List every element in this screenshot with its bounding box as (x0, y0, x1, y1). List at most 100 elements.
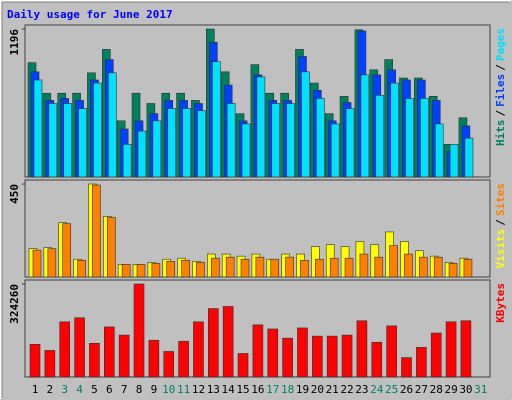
bar (133, 283, 145, 378)
bar (77, 259, 86, 278)
bar (104, 326, 115, 378)
bar (329, 257, 339, 278)
bar (78, 108, 87, 178)
bar (389, 245, 398, 278)
bar (196, 262, 205, 278)
legend-entry: Files (494, 74, 507, 107)
bar (59, 321, 71, 378)
legend-entry: KBytes (494, 283, 507, 323)
bar (330, 123, 340, 178)
bar (197, 110, 206, 178)
bar (374, 256, 384, 278)
bar (32, 249, 42, 278)
bar (271, 103, 281, 178)
x-tick-label: 5 (91, 383, 98, 396)
bar (401, 357, 412, 378)
bar (33, 79, 43, 178)
x-tick-label: 27 (415, 383, 428, 396)
bar (48, 103, 58, 178)
bar (312, 335, 323, 378)
x-tick-label: 3 (61, 383, 68, 396)
bar (241, 123, 251, 178)
bar (301, 71, 310, 178)
bar (222, 306, 234, 378)
bar (286, 103, 295, 178)
bar (63, 103, 73, 178)
bar (118, 334, 130, 378)
bar (225, 256, 235, 278)
bar (386, 325, 397, 378)
x-tick-label: 4 (76, 383, 83, 396)
bar (167, 108, 177, 178)
bar (137, 130, 147, 178)
bar (136, 264, 146, 278)
x-tick-label: 29 (444, 383, 457, 396)
bar (208, 308, 219, 378)
bar (371, 341, 383, 378)
x-tick-label: 20 (311, 383, 324, 396)
x-tick-label: 19 (296, 383, 309, 396)
bar (282, 337, 293, 378)
x-tick-label: 7 (121, 383, 128, 396)
x-tick-label: 15 (236, 383, 249, 396)
bar (152, 120, 162, 178)
bar (178, 340, 189, 378)
legend: KBytes (494, 283, 507, 323)
x-tick-label: 1 (32, 383, 39, 396)
x-tick-label: 26 (400, 383, 413, 396)
bar (237, 353, 249, 378)
bar (181, 259, 190, 278)
bar (62, 223, 72, 278)
bar (211, 257, 220, 278)
x-tick-label: 21 (326, 383, 339, 396)
x-tick-label: 22 (340, 383, 353, 396)
bar (390, 82, 399, 178)
bar (463, 258, 473, 278)
bar (163, 351, 175, 378)
x-tick-label: 8 (136, 383, 143, 396)
x-tick-label: 6 (106, 383, 113, 396)
bar (345, 108, 355, 178)
x-tick-label: 2 (47, 383, 54, 396)
bar (326, 335, 338, 378)
bar (360, 74, 370, 178)
legend: Hits / Files / Pages (494, 28, 507, 146)
x-tick-label: 25 (385, 383, 398, 396)
bar (419, 256, 428, 278)
bar (430, 332, 442, 378)
x-tick-label: 17 (266, 383, 279, 396)
bar (359, 253, 369, 278)
legend-separator: / (494, 219, 507, 226)
bar (434, 123, 444, 178)
bar (356, 320, 368, 378)
legend-separator: / (494, 64, 507, 71)
bar (193, 321, 204, 378)
y-tick-label: 450 (8, 184, 21, 204)
bar (420, 98, 429, 178)
bar (375, 95, 385, 178)
bar (267, 328, 279, 378)
bar (93, 82, 102, 178)
bar (448, 263, 458, 278)
legend-entry: Sites (494, 183, 507, 216)
bar (240, 258, 250, 278)
bar (92, 184, 101, 278)
bar (315, 258, 324, 278)
legend-entry: Hits (494, 120, 507, 147)
bar (182, 108, 191, 178)
y-tick-label: 324260 (8, 284, 21, 324)
x-tick-label: 16 (251, 383, 264, 396)
x-tick-label: 11 (177, 383, 190, 396)
bar (148, 339, 160, 378)
legend-entry: Pages (494, 28, 507, 61)
y-tick-label: 1196 (8, 29, 21, 56)
bar (89, 342, 100, 378)
bar (151, 263, 161, 278)
bar (285, 256, 294, 278)
legend-separator: / (494, 110, 507, 117)
x-tick-label: 18 (281, 383, 294, 396)
bar (270, 258, 280, 278)
bar (226, 103, 236, 178)
bar (300, 259, 309, 278)
